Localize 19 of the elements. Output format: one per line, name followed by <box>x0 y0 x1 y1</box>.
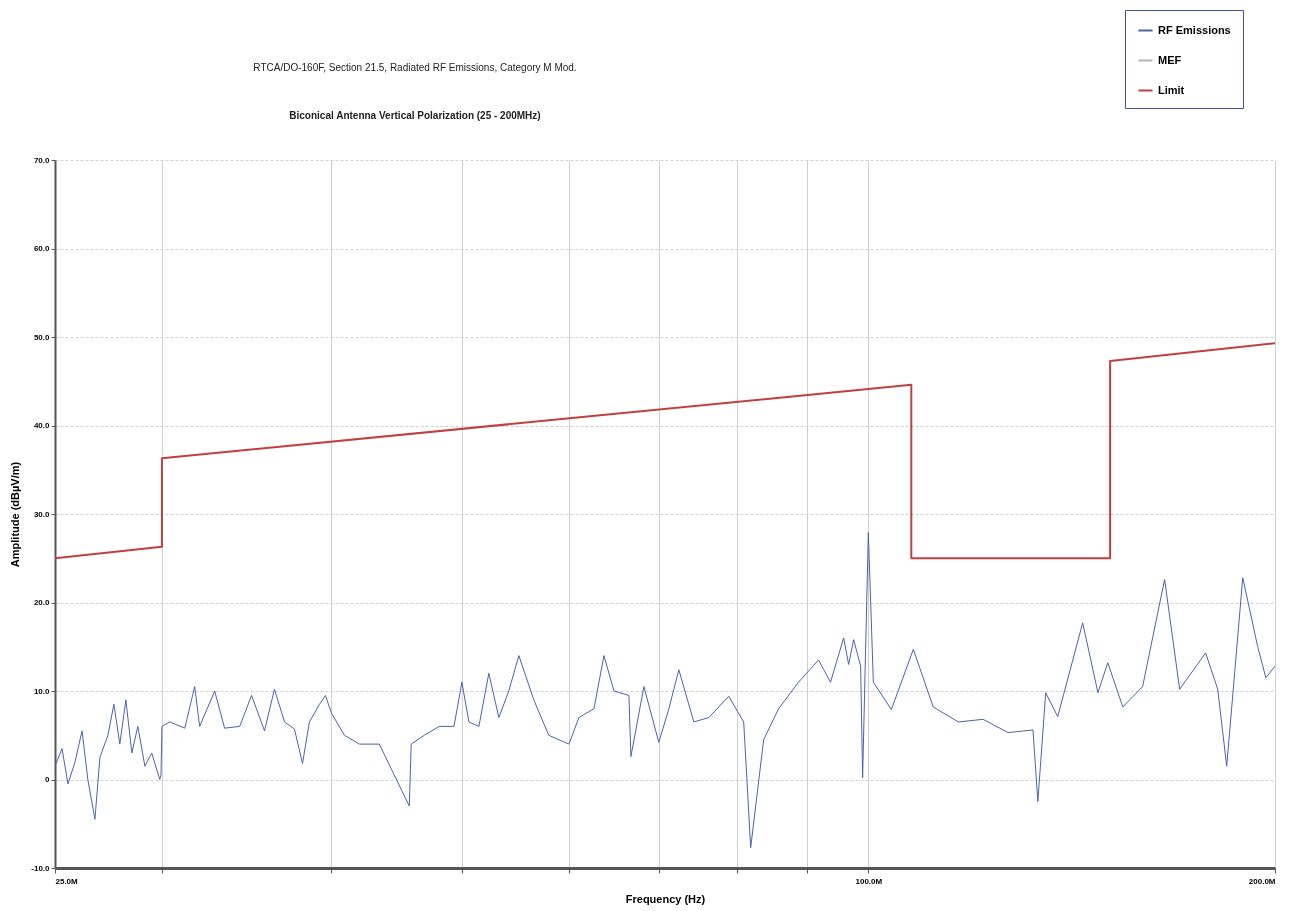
y-tick-label: 50.0 <box>33 332 51 342</box>
y-tick-label: 0 <box>45 775 51 784</box>
legend-label: Limit <box>1158 83 1185 96</box>
y-axis-title: Amplitude (dBµV/m) <box>9 461 22 568</box>
y-tick-label: 60.0 <box>33 244 51 253</box>
x-axis-title: Frequency (Hz) <box>625 892 706 905</box>
chart-title: RTCA/DO-160F, Section 21.5, Radiated RF Emissions, Category M Mod. <box>253 62 577 73</box>
legend-label: MEF <box>1158 53 1182 66</box>
x-tick-label: 25.0M <box>55 876 79 886</box>
chart-subtitle: Biconical Antenna Vertical Polarization (25 - 200MHz) <box>289 110 541 121</box>
x-tick-label: 100.0M <box>855 876 883 886</box>
y-tick-label: -10.0 <box>31 863 51 873</box>
y-tick-label: 30.0 <box>33 509 51 519</box>
y-tick-label: 70.0 <box>33 155 51 165</box>
y-tick-label: 20.0 <box>33 598 51 607</box>
legend-label: RF Emissions <box>1158 23 1231 36</box>
y-tick-label: 10.0 <box>33 686 51 696</box>
x-tick-label: 200.0M <box>1248 876 1276 886</box>
y-tick-label: 40.0 <box>33 421 51 430</box>
